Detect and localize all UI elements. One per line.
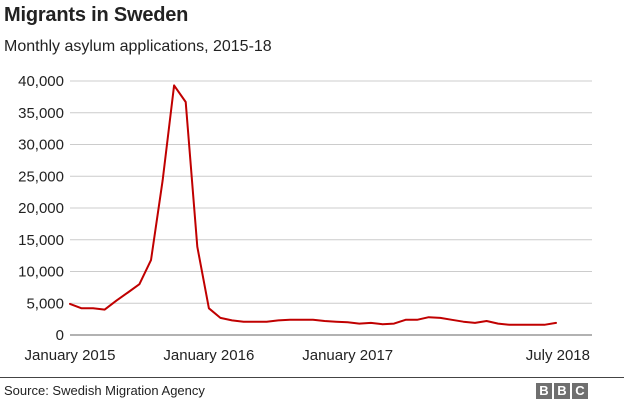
- y-tick-label: 15,000: [18, 232, 64, 249]
- chart-title: Migrants in Sweden: [4, 4, 189, 26]
- x-tick-label: January 2017: [302, 347, 393, 364]
- y-tick-label: 0: [56, 327, 64, 344]
- y-axis-tick-labels: 0 5,000 10,000 15,000 20,000 25,000 30,000 35,0…: [18, 73, 64, 344]
- x-tick-label: July 2018: [526, 347, 590, 364]
- x-tick-label: January 2016: [163, 347, 254, 364]
- y-tick-label: 10,000: [18, 264, 64, 281]
- y-tick-label: 30,000: [18, 137, 64, 154]
- y-tick-label: 25,000: [18, 168, 64, 185]
- chart-subtitle: Monthly asylum applications, 2015-18: [4, 38, 272, 55]
- y-tick-label: 5,000: [26, 295, 64, 312]
- logo-letter: B: [536, 383, 552, 399]
- series-lines: [69, 84, 557, 326]
- footer-divider: [0, 377, 624, 378]
- source-note: Source: Swedish Migration Agency: [4, 383, 205, 398]
- x-tick-label: January 2015: [25, 347, 116, 364]
- line-chart: 0 5,000 10,000 15,000 20,000 25,000 30,000 35,0…: [18, 73, 592, 364]
- x-axis-tick-labels: January 2015 January 2016 January 2017 July…: [25, 347, 590, 364]
- series-line: [69, 84, 557, 326]
- y-tick-label: 20,000: [18, 200, 64, 217]
- gridlines: [70, 80, 592, 336]
- bbc-logo: B B C: [536, 383, 588, 399]
- y-tick-label: 35,000: [18, 105, 64, 122]
- y-tick-label: 40,000: [18, 73, 64, 90]
- logo-letter: B: [554, 383, 570, 399]
- logo-letter: C: [572, 383, 588, 399]
